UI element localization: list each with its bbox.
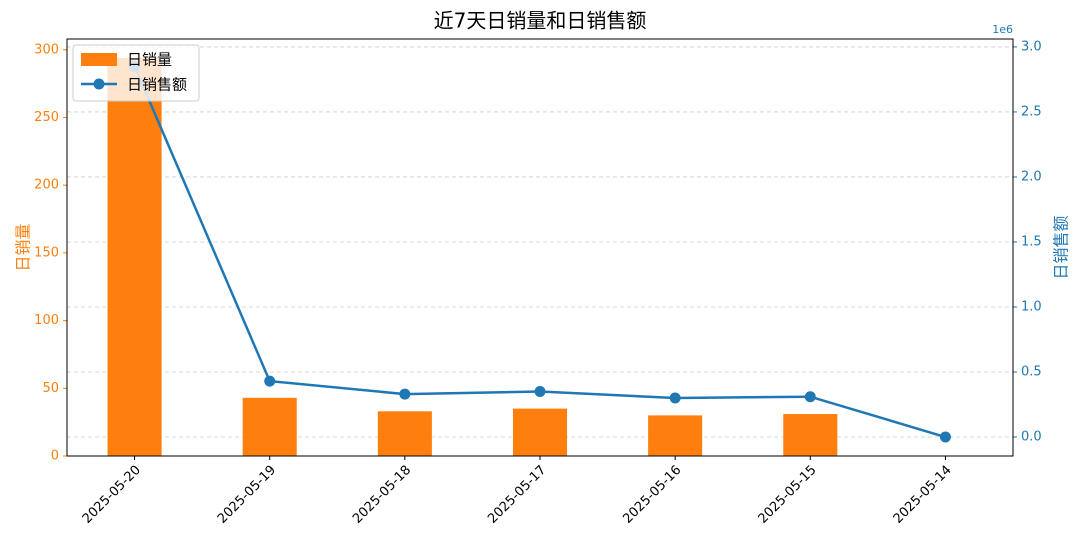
line <box>133 65 946 439</box>
line-point <box>264 375 276 387</box>
chart-title: 近7天日销量和日销售额 <box>434 9 647 33</box>
y2-tick-label: 2.0 <box>1021 169 1042 184</box>
plot-frame <box>66 38 1014 457</box>
bar <box>648 415 703 456</box>
x-tick-label: 2025-05-18 <box>350 463 414 527</box>
legend-swatch <box>93 78 105 90</box>
y2-axis-label: 日销售额 <box>1052 215 1071 279</box>
bar <box>783 414 838 456</box>
y2-tick-label: 2.5 <box>1021 104 1042 119</box>
x-tick-label: 2025-05-17 <box>485 463 549 527</box>
x-tick-label: 2025-05-15 <box>756 463 820 527</box>
line-point <box>534 386 546 398</box>
y-tick-label: 100 <box>34 313 59 328</box>
line-point <box>399 388 411 400</box>
legend-swatch <box>81 53 117 66</box>
x-tick-label: 2025-05-16 <box>620 463 684 527</box>
y-tick-label: 200 <box>34 178 59 193</box>
y-tick-label: 0 <box>51 449 59 464</box>
y2-tick-label: 3.0 <box>1021 39 1042 54</box>
bar <box>242 397 297 456</box>
y2-offset-label: 1e6 <box>992 23 1013 36</box>
bar <box>377 411 432 456</box>
y-tick-label: 150 <box>34 245 59 260</box>
y-axis-label: 日销量 <box>14 223 33 271</box>
x-tick-label: 2025-05-19 <box>215 463 279 527</box>
y-tick-label: 300 <box>34 42 59 57</box>
y2-tick-label: 0.5 <box>1021 365 1042 380</box>
line-point <box>939 431 951 443</box>
x-tick-label: 2025-05-14 <box>891 463 955 527</box>
y2-tick-label: 0.0 <box>1021 430 1042 445</box>
y2-tick-label: 1.0 <box>1021 299 1042 314</box>
bar <box>512 408 568 456</box>
y-tick-label: 50 <box>42 381 59 396</box>
x-tick-label: 2025-05-20 <box>80 463 144 527</box>
y2-tick-label: 1.5 <box>1021 234 1042 249</box>
y-tick-label: 250 <box>34 110 59 125</box>
line-point <box>669 392 681 404</box>
legend-label: 日销量 <box>127 51 172 69</box>
line-point <box>804 391 816 403</box>
bar <box>107 57 162 457</box>
legend-label: 日销售额 <box>127 76 187 94</box>
